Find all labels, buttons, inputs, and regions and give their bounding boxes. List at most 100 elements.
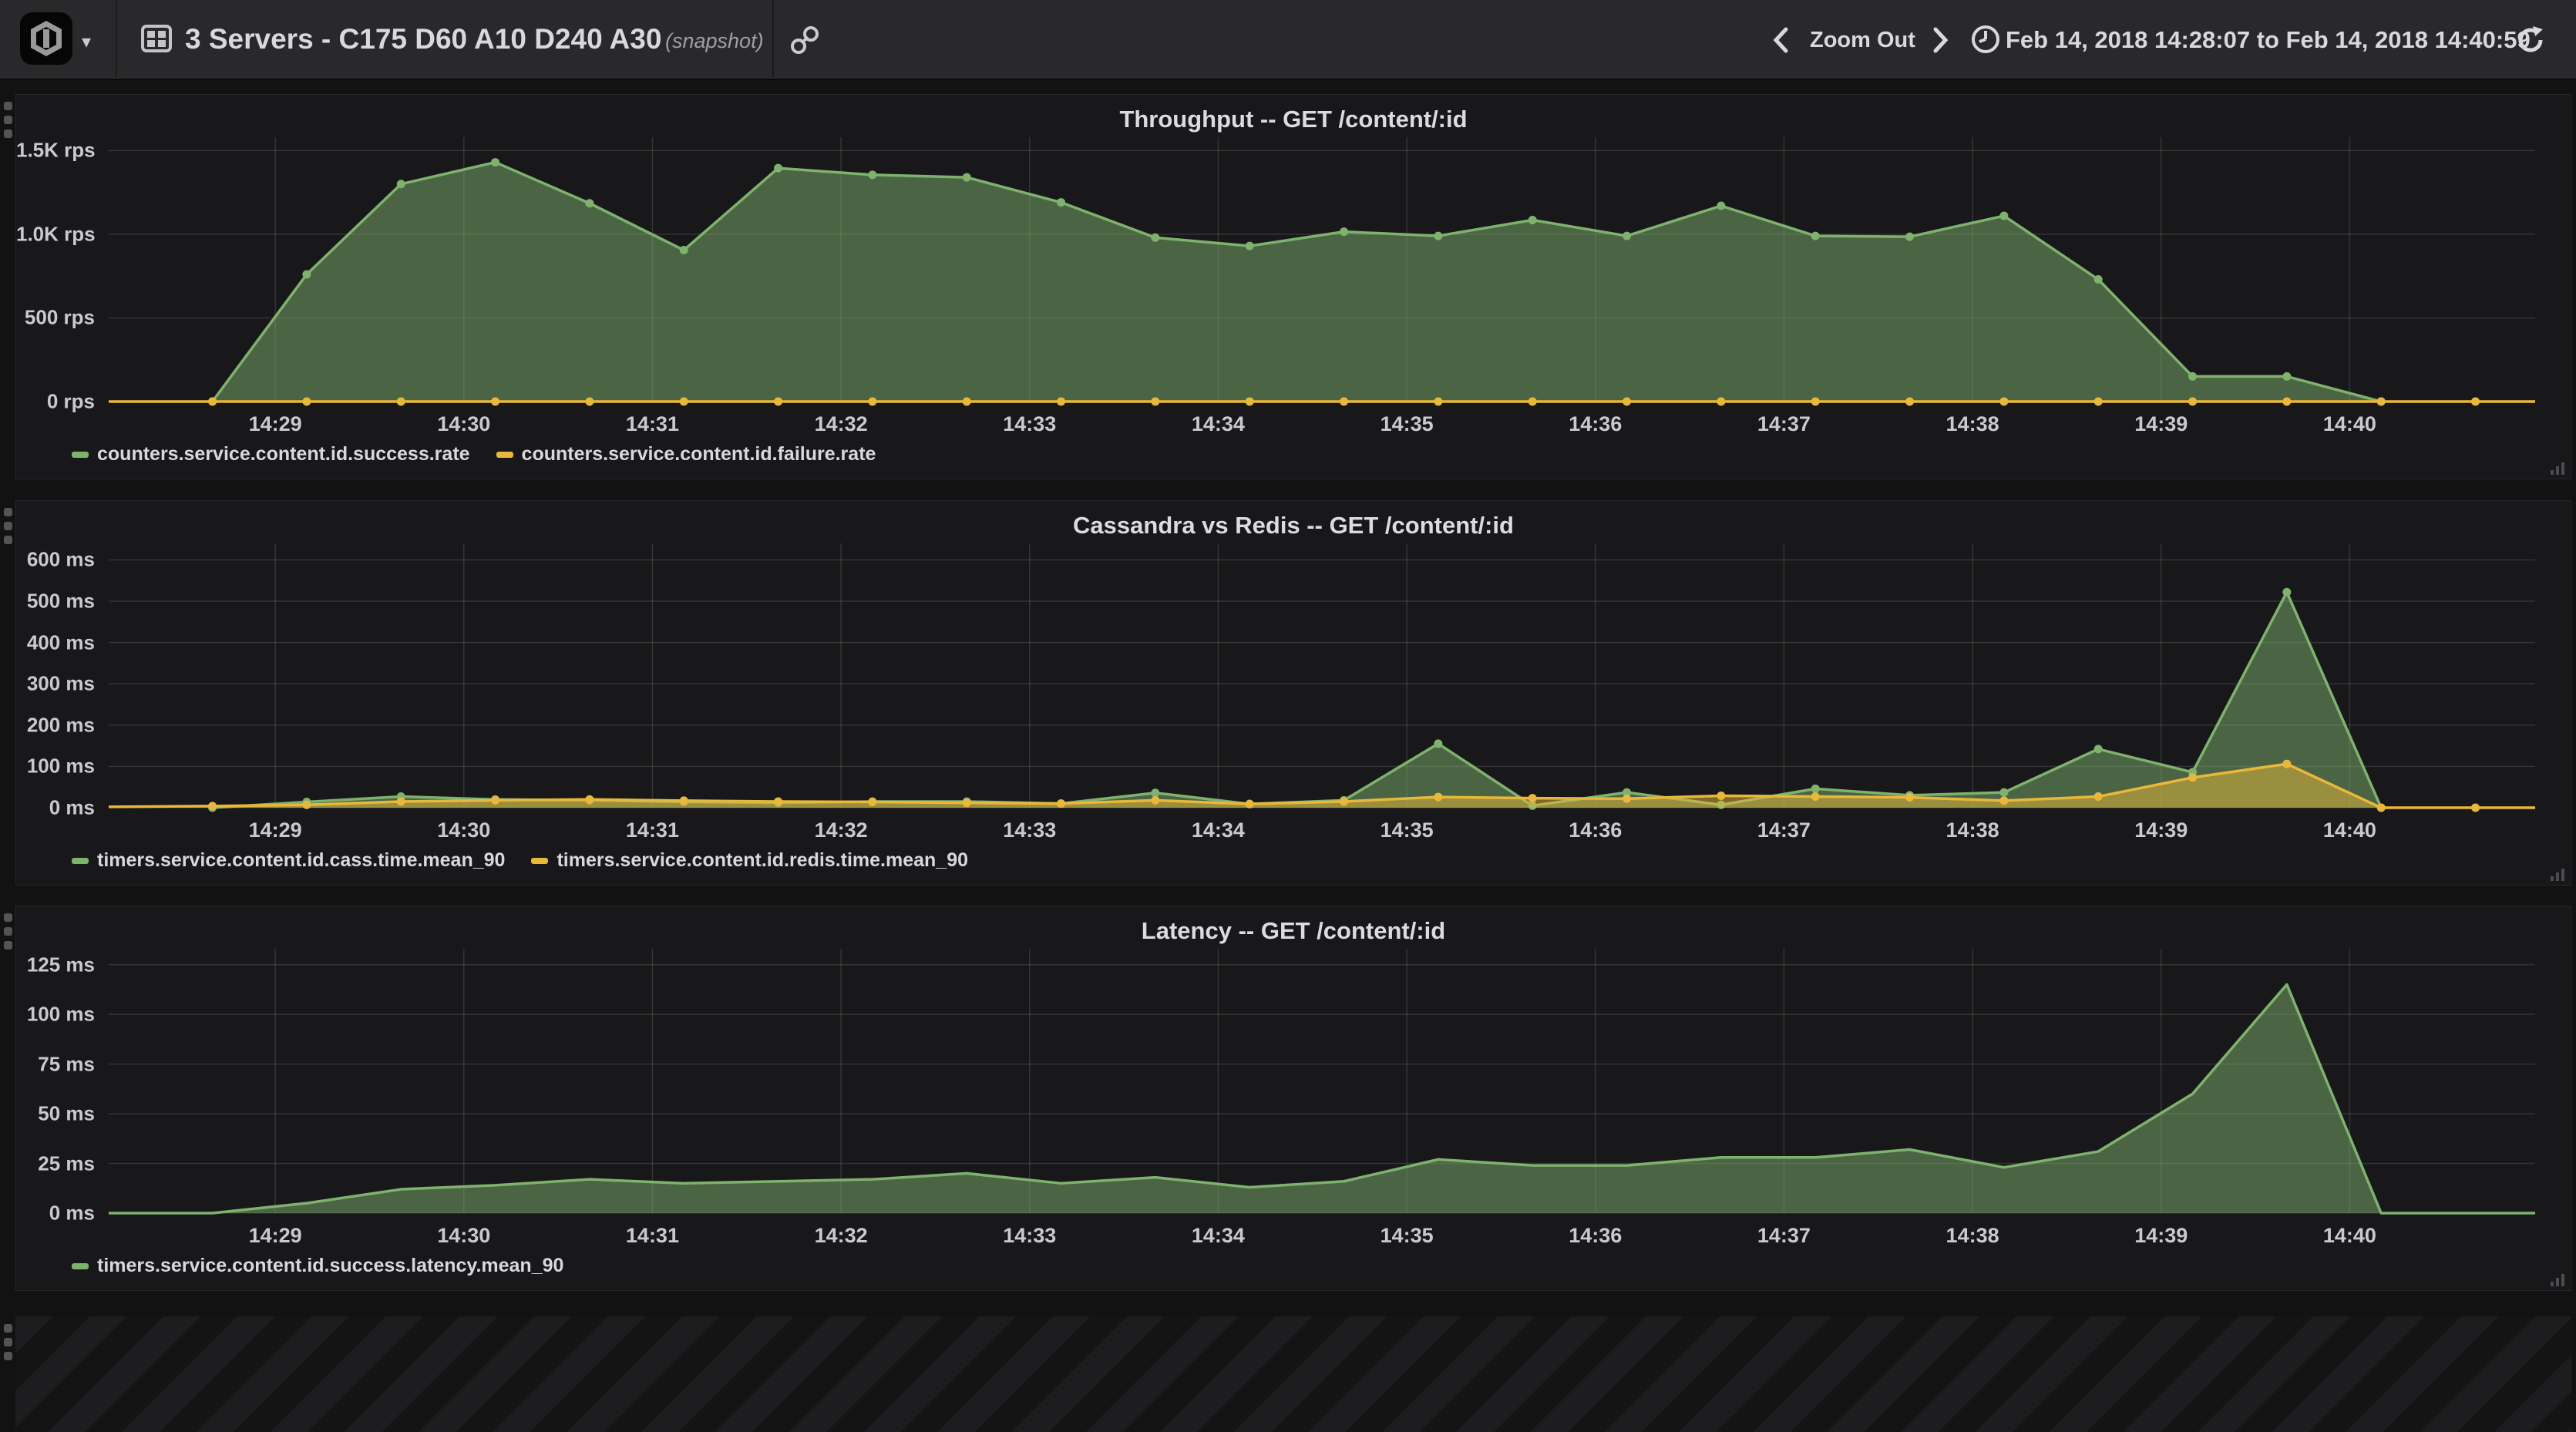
panel-title[interactable]: Latency -- GET /content/:id <box>1141 917 1446 944</box>
series-point <box>1905 397 1915 406</box>
zoom-out-button[interactable]: Zoom Out <box>1810 28 1915 52</box>
panel-resize-handle[interactable] <box>2549 1270 2566 1287</box>
dashboard-title[interactable]: 3 Servers - C175 D60 A10 D240 A30 <box>185 23 662 55</box>
dropdown-caret-icon[interactable]: ▾ <box>82 32 92 52</box>
series-point <box>396 397 405 406</box>
series-point <box>585 199 594 208</box>
legend-series-name[interactable]: timers.service.content.id.success.latenc… <box>97 1255 564 1276</box>
x-axis-tick-label: 14:31 <box>625 1224 679 1247</box>
series-point <box>868 170 877 180</box>
series-area <box>109 984 2535 1213</box>
chevron-right-icon[interactable] <box>1924 25 1955 55</box>
series-line <box>211 160 2382 403</box>
series-point <box>1340 227 1349 237</box>
series-point <box>2093 397 2103 406</box>
snapshot-badge: (snapshot) <box>665 29 764 52</box>
legend-series-name[interactable]: counters.service.content.id.failure.rate <box>521 443 876 465</box>
add-row-stripes[interactable] <box>15 1316 2571 1432</box>
x-axis-tick-label: 14:34 <box>1191 819 1245 842</box>
legend-item[interactable]: timers.service.content.id.redis.time.mea… <box>531 849 968 872</box>
legend-series-name[interactable]: timers.service.content.id.cass.time.mean… <box>97 849 506 871</box>
series-point <box>2093 275 2103 284</box>
legend-series-name[interactable]: timers.service.content.id.redis.time.mea… <box>557 849 969 871</box>
legend-swatch <box>531 857 549 864</box>
series-point <box>302 270 311 279</box>
series-point <box>1434 792 1443 802</box>
series-point <box>774 797 783 806</box>
legend-item[interactable]: counters.service.content.id.success.rate <box>72 443 470 466</box>
legend-item[interactable]: timers.service.content.id.cass.time.mean… <box>72 849 505 872</box>
series-point <box>1717 791 1726 800</box>
panel-title[interactable]: Cassandra vs Redis -- GET /content/:id <box>1073 512 1514 539</box>
panel-resize-handle[interactable] <box>2549 865 2566 882</box>
series-point <box>1623 788 1632 797</box>
navbar-separator <box>772 0 774 77</box>
legend-item[interactable]: timers.service.content.id.success.latenc… <box>72 1255 563 1277</box>
panel-cassandra-vs-redis: Cassandra vs Redis -- GET /content/:id t… <box>15 500 2571 886</box>
legend-swatch <box>496 451 513 458</box>
chart-svg[interactable] <box>109 137 2535 406</box>
legend-swatch <box>72 857 89 864</box>
legend-series-name[interactable]: counters.service.content.id.success.rate <box>97 443 470 465</box>
x-axis-tick-label: 14:33 <box>1003 819 1057 842</box>
series-point <box>1434 397 1443 406</box>
x-axis-tick-label: 14:36 <box>1569 819 1623 842</box>
x-axis-tick-label: 14:36 <box>1569 1224 1623 1247</box>
row-drag-handle[interactable] <box>4 913 13 950</box>
time-range-picker[interactable]: Feb 14, 2018 14:28:07 to Feb 14, 2018 14… <box>2006 26 2531 53</box>
x-axis-tick-label: 14:29 <box>248 1224 302 1247</box>
series-point <box>2471 397 2480 406</box>
top-navbar: ▾ 3 Servers - C175 D60 A10 D240 A30 (sna… <box>0 0 2576 80</box>
row-drag-handle[interactable] <box>4 102 13 138</box>
series-point <box>774 397 783 406</box>
share-link-icon[interactable] <box>788 23 822 61</box>
app-logo[interactable] <box>20 12 72 65</box>
x-axis-tick-label: 14:39 <box>2134 819 2188 842</box>
series-point <box>1340 397 1349 406</box>
y-axis-tick-label: 200 ms <box>26 713 95 737</box>
series-point <box>396 180 405 189</box>
series-point <box>2282 587 2292 597</box>
chart-svg[interactable] <box>108 543 2535 812</box>
panel-resize-handle[interactable] <box>2549 459 2566 476</box>
series-point <box>2471 803 2480 812</box>
series-point <box>491 795 500 805</box>
x-axis-tick-label: 14:38 <box>1945 1224 1999 1247</box>
x-axis-tick-label: 14:31 <box>625 412 679 435</box>
y-axis-tick-label: 300 ms <box>26 671 95 695</box>
x-axis-tick-label: 14:40 <box>2322 819 2376 842</box>
y-axis-tick-label: 100 ms <box>26 1002 95 1026</box>
legend-item[interactable]: counters.service.content.id.failure.rate <box>496 443 876 466</box>
x-axis-tick-label: 14:37 <box>1757 819 1811 842</box>
y-axis-tick-label: 600 ms <box>26 547 95 571</box>
series-point <box>1057 799 1066 808</box>
series-point <box>1811 231 1820 240</box>
row-drag-handle[interactable] <box>4 508 13 544</box>
series-point <box>1999 397 2009 406</box>
series-point <box>1340 797 1349 806</box>
x-axis-tick-label: 14:30 <box>437 412 491 435</box>
series-point <box>1528 794 1537 803</box>
series-point <box>491 397 500 406</box>
row-drag-handle[interactable] <box>4 1324 13 1360</box>
series-point <box>1151 397 1160 406</box>
y-axis-tick-label: 50 ms <box>38 1101 95 1125</box>
series-point <box>2093 792 2103 802</box>
y-axis-tick-label: 0 ms <box>49 795 95 819</box>
legend-swatch <box>72 1262 89 1269</box>
series-point <box>1905 793 1915 802</box>
series-point <box>1057 198 1066 207</box>
series-point <box>2376 803 2386 812</box>
x-axis-tick-label: 14:32 <box>814 819 868 842</box>
panel-title[interactable]: Throughput -- GET /content/:id <box>1119 106 1468 133</box>
x-axis-tick-label: 14:38 <box>1945 819 1999 842</box>
x-axis-tick-label: 14:33 <box>1003 1224 1057 1247</box>
chevron-left-icon[interactable] <box>1767 25 1797 55</box>
refresh-icon[interactable] <box>2514 24 2547 60</box>
y-axis-tick-label: 1.5K rps <box>16 138 96 162</box>
panel-throughput: Throughput -- GET /content/:id counters.… <box>15 94 2571 479</box>
series-point <box>1434 739 1443 748</box>
series-point <box>491 158 500 167</box>
chart-svg[interactable] <box>109 949 2535 1215</box>
series-point <box>1245 397 1254 406</box>
